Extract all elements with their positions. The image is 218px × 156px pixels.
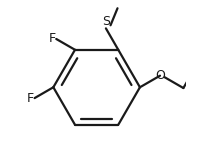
Text: O: O [155, 69, 165, 82]
Text: S: S [102, 15, 110, 28]
Text: F: F [48, 32, 55, 45]
Text: F: F [27, 92, 34, 105]
